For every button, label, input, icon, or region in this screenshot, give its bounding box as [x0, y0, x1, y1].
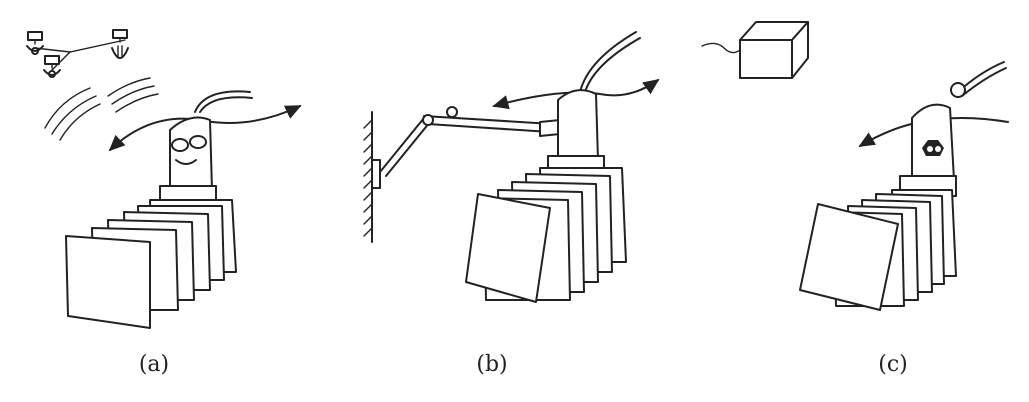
external-box-icon: [701, 21, 809, 79]
sheet-stack-icon: [65, 199, 237, 329]
robot-head-icon: [159, 116, 217, 207]
sheet-stack-icon-c: [799, 189, 957, 311]
panel-c: [701, 21, 1009, 311]
ceiling-sensors-icon: [26, 29, 129, 78]
cable-icon: [194, 90, 251, 113]
cable-icon-b: [579, 31, 637, 93]
panel-b: [363, 31, 660, 303]
wall-icon: [363, 111, 381, 243]
cable-icon-c: [950, 61, 1007, 98]
panel-label-b: (b): [476, 352, 508, 377]
sensor-waves-icon: [44, 77, 159, 141]
articulated-arm-icon: [379, 106, 561, 177]
panel-label-c: (c): [878, 352, 908, 377]
sheet-stack-icon-b: [465, 167, 627, 303]
robot-head-icon-c: [899, 103, 957, 197]
panel-label-a: (a): [138, 352, 170, 377]
panel-a: [26, 29, 302, 329]
